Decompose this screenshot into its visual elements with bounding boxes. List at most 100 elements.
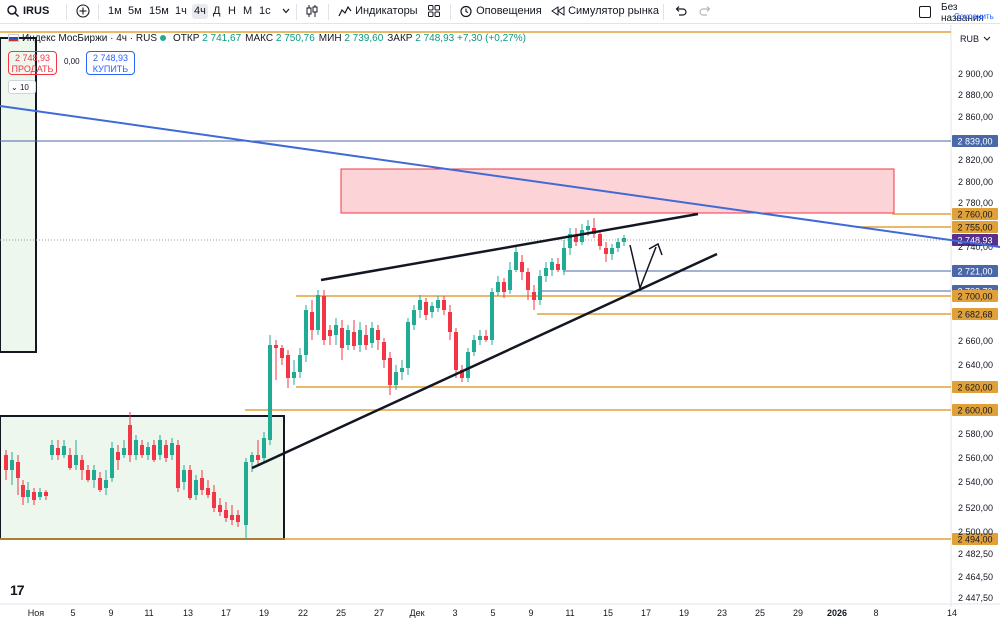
layout-name[interactable]: Без названия — [941, 2, 984, 24]
consolidation-box — [0, 415, 285, 540]
candle-body — [466, 352, 470, 378]
price-level-tag[interactable] — [952, 208, 998, 220]
legend-high-label: МАКС — [245, 33, 274, 44]
price-level-tag[interactable] — [952, 533, 998, 545]
price-level-tag[interactable] — [952, 265, 998, 277]
price-level-tag[interactable] — [952, 135, 998, 147]
price-axis-tick: 2 800,00 — [958, 177, 993, 187]
candle-body — [382, 342, 386, 360]
redo-icon[interactable] — [699, 4, 713, 19]
chart-legend: Индекс МосБиржи · 4ч · RUS ОТКР 2 741,67 М… — [8, 33, 526, 45]
time-axis-tick: 14 — [947, 608, 957, 618]
chevron-down-icon[interactable] — [279, 4, 293, 19]
timeframe-15m[interactable]: 15м — [149, 5, 169, 17]
price-level-tag[interactable] — [952, 381, 998, 393]
price-level-label[interactable]: 2 748,93 — [957, 236, 992, 246]
candle-body — [16, 462, 20, 478]
legend-title: Индекс МосБиржи · 4ч · RUS — [22, 33, 158, 44]
candle-body — [358, 330, 362, 345]
price-level-label[interactable]: 2 700,00 — [957, 292, 992, 302]
alerts-button[interactable]: Оповещения — [459, 4, 542, 19]
timeframe-1h[interactable]: 1ч — [175, 5, 187, 17]
candle-body — [340, 328, 344, 348]
timeframe-week[interactable]: Н — [228, 5, 236, 17]
indicator-count: 10 — [19, 83, 29, 92]
time-axis-tick: 13 — [183, 608, 193, 618]
candle-body — [304, 310, 308, 355]
candle-body — [364, 335, 368, 345]
timeframe-4h[interactable]: 4ч — [192, 4, 208, 19]
indicators-icon — [338, 5, 352, 17]
symbol-button[interactable]: IRUS — [23, 5, 50, 17]
candle-body — [218, 505, 222, 512]
candle-body — [508, 270, 512, 290]
price-level-label[interactable]: 2 682,68 — [957, 310, 992, 320]
price-level-tag[interactable] — [952, 308, 998, 320]
candle-body — [370, 328, 374, 343]
candle-body — [598, 234, 602, 246]
candle-body — [128, 425, 132, 455]
candle-body — [460, 370, 464, 378]
price-level-label[interactable]: 2 839,00 — [957, 137, 992, 147]
sell-button[interactable]: 2 748,93 ПРОДАТЬ — [8, 51, 57, 75]
indicators-button[interactable]: Индикаторы — [338, 4, 418, 19]
candle-body — [400, 368, 404, 372]
candle-body — [604, 248, 608, 254]
candle-body — [230, 515, 234, 520]
price-chart[interactable]: RUB 2 839,00 2 760,00 2 755,00 2 748,93 2 721… — [0, 25, 1000, 621]
chevron-down-icon[interactable] — [983, 36, 991, 41]
timeframe-5m[interactable]: 5м — [128, 5, 142, 17]
price-level-tag[interactable] — [952, 221, 998, 233]
time-axis-tick: 25 — [755, 608, 765, 618]
time-axis-tick: 3 — [452, 608, 457, 618]
candle-body — [616, 242, 620, 248]
search-icon[interactable] — [6, 4, 20, 19]
alarm-clock-icon — [460, 5, 472, 18]
layout-save-status[interactable]: Сохранить — [954, 12, 994, 21]
layout-checkbox[interactable] — [919, 6, 931, 18]
candle-body — [424, 302, 428, 315]
timeframe-day[interactable]: Д — [213, 5, 221, 17]
candle-body — [250, 455, 254, 462]
candle-body — [280, 348, 284, 358]
undo-icon[interactable] — [673, 4, 687, 19]
price-level-tag[interactable] — [952, 404, 998, 416]
price-level-label[interactable]: 2 620,00 — [957, 383, 992, 393]
price-axis-tick: 2 447,50 — [958, 593, 993, 603]
price-level-label[interactable]: 2 721,00 — [957, 267, 992, 277]
rewind-icon — [551, 6, 565, 17]
timeframe-month[interactable]: М — [243, 5, 253, 17]
candles-icon[interactable] — [305, 4, 319, 19]
timeframe-1s[interactable]: 1с — [259, 5, 271, 17]
price-level-label[interactable]: 2 494,00 — [957, 535, 992, 545]
candle-body — [32, 492, 36, 500]
candle-body — [442, 300, 446, 310]
candle-body — [292, 372, 296, 378]
price-level-tag[interactable] — [952, 290, 998, 302]
price-level-label[interactable]: 2 755,00 — [957, 223, 992, 233]
buy-button[interactable]: 2 748,93 КУПИТЬ — [86, 51, 135, 75]
candle-body — [406, 322, 410, 368]
candle-body — [568, 234, 572, 248]
plus-circle-icon[interactable] — [76, 4, 90, 19]
market-simulator-button[interactable]: Симулятор рынка — [551, 4, 659, 19]
price-level-label[interactable]: 2 760,00 — [957, 210, 992, 220]
price-axis[interactable] — [951, 25, 1000, 621]
resistance-zone — [340, 168, 895, 214]
candle-body — [182, 470, 186, 482]
timeframe-1m[interactable]: 1м — [108, 5, 122, 17]
tradingview-logo-icon[interactable]: 17 — [10, 582, 25, 598]
price-axis-tick: 2 540,00 — [958, 477, 993, 487]
candle-body — [21, 485, 25, 497]
price-level-label[interactable]: 2 600,00 — [957, 406, 992, 416]
grid-icon[interactable] — [427, 4, 441, 19]
candle-body — [4, 455, 8, 470]
price-axis-tick: 2 740,00 — [958, 242, 993, 252]
currency-label[interactable]: RUB — [960, 34, 979, 44]
indicators-collapse-button[interactable]: ⌄ 10 — [8, 80, 36, 94]
price-level-tag[interactable] — [952, 234, 998, 246]
toolbar-divider — [296, 4, 297, 20]
candle-body — [520, 262, 524, 272]
projection-path — [629, 244, 657, 291]
candle-body — [158, 440, 162, 455]
